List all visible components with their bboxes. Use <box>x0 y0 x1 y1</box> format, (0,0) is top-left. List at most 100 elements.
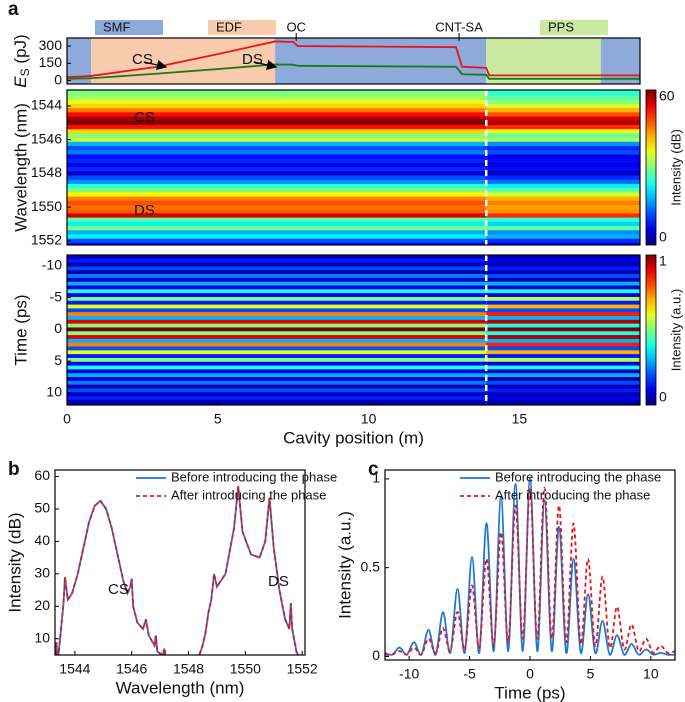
heatmap-cell <box>67 192 487 198</box>
y-axis-label-unit: (pJ) <box>11 34 30 63</box>
colorbar-tick-label: 1 <box>659 253 667 269</box>
heatmap-cell <box>486 281 640 287</box>
heatmap-cell <box>67 380 487 386</box>
y-tick-label: 150 <box>39 54 63 70</box>
y-tick-label: 20 <box>34 597 50 613</box>
heatmap-cell <box>486 234 640 240</box>
panel-label: a <box>8 0 19 20</box>
marker-label: CNT-SA <box>435 19 483 34</box>
heatmap-cell <box>486 396 640 401</box>
legend-swatch <box>95 20 163 35</box>
colorbar <box>645 254 657 406</box>
heatmap-cell <box>67 277 487 283</box>
heatmap-cell <box>67 392 487 397</box>
y-tick-label: 1548 <box>31 164 62 180</box>
x-axis-label: Time (ps) <box>494 683 565 702</box>
plot-area <box>67 90 640 245</box>
heatmap-cell <box>486 384 640 389</box>
y-tick-label: -10 <box>42 257 62 273</box>
heatmap-cell <box>486 335 640 340</box>
heatmap-cell <box>67 99 487 105</box>
heatmap-cell <box>67 171 487 177</box>
y-tick-label: 60 <box>34 467 50 483</box>
heatmap-cell <box>486 196 640 202</box>
y-tick-label: 0 <box>372 647 380 663</box>
heatmap-cell <box>67 357 487 363</box>
heatmap-cell <box>67 350 487 355</box>
y-axis-label-main: E <box>11 76 30 88</box>
y-tick-label: 0.5 <box>361 558 381 574</box>
heatmap-cell <box>67 209 487 214</box>
series-line <box>67 40 640 78</box>
heatmap-cell <box>67 116 487 122</box>
annotation: CS <box>108 581 129 598</box>
plot-area <box>67 255 640 405</box>
heatmap-cell <box>67 137 487 143</box>
heatmap-cell <box>486 323 640 328</box>
heatmap-cell <box>67 296 487 302</box>
heatmap-cell <box>67 230 487 235</box>
heatmap-cell <box>486 158 640 164</box>
heatmap-cell <box>67 361 487 367</box>
annotation: CS <box>132 51 153 68</box>
heatmap-cell <box>486 99 640 105</box>
heatmap-cell <box>67 304 487 309</box>
heatmap-cell <box>67 154 487 160</box>
heatmap-cell <box>486 103 640 109</box>
heatmap-cell <box>486 300 640 306</box>
heatmap-cell <box>486 380 640 386</box>
legend-label: After introducing the phase <box>171 487 326 502</box>
heatmap-cell <box>67 162 487 168</box>
heatmap-cell <box>486 213 640 219</box>
y-tick-label: 40 <box>34 532 50 548</box>
heatmap-cell <box>67 167 487 172</box>
heatmap-cell <box>486 217 640 223</box>
heatmap-cell <box>67 90 487 96</box>
x-axis-label: Cavity position (m) <box>283 428 424 447</box>
heatmap-cell <box>67 388 487 393</box>
heatmap-cell <box>67 373 487 378</box>
heatmap-cell <box>486 350 640 355</box>
plot-frame <box>66 89 641 246</box>
heatmap-cell <box>486 209 640 214</box>
y-tick-label: 1544 <box>31 97 62 113</box>
heatmap-cell <box>67 242 487 245</box>
heatmap-cell <box>486 108 640 113</box>
heatmap-cell <box>67 312 487 317</box>
legend-label: Before introducing the phase <box>171 469 337 484</box>
series-line <box>55 486 300 655</box>
x-tick-label: 1546 <box>116 661 147 677</box>
colorbar-tick-label: 60 <box>659 88 675 104</box>
y-axis-label: Time (ps) <box>11 294 30 365</box>
region <box>486 38 601 84</box>
x-tick-label: -5 <box>463 666 476 682</box>
x-tick-label: 10 <box>643 666 659 682</box>
heatmap-cell <box>67 196 487 202</box>
y-tick-label: 0 <box>54 320 62 336</box>
legend-label: PPS <box>548 19 574 34</box>
heatmap-cell <box>486 204 640 210</box>
heatmap-cell <box>67 120 487 126</box>
heatmap-cell <box>67 316 487 321</box>
heatmap-cell <box>67 384 487 389</box>
annotation: DS <box>134 202 155 219</box>
heatmap-cell <box>486 289 640 294</box>
panel-label: c <box>368 459 379 480</box>
heatmap-cell <box>67 158 487 164</box>
heatmap-cell <box>67 338 487 344</box>
heatmap-cell <box>486 285 640 290</box>
x-tick-label: 1544 <box>59 661 90 677</box>
heatmap-cell <box>486 266 640 271</box>
heatmap-cell <box>486 357 640 363</box>
plot-area <box>385 477 675 656</box>
heatmap-cell <box>67 335 487 340</box>
y-tick-label: 0 <box>54 71 62 87</box>
heatmap-cell <box>486 369 640 374</box>
marker-label: OC <box>286 19 306 34</box>
heatmap-cell <box>486 200 640 206</box>
heatmap-cell <box>486 308 640 313</box>
heatmap-cell <box>486 124 640 130</box>
heatmap-cell <box>486 238 640 244</box>
heatmap-cell <box>486 192 640 198</box>
